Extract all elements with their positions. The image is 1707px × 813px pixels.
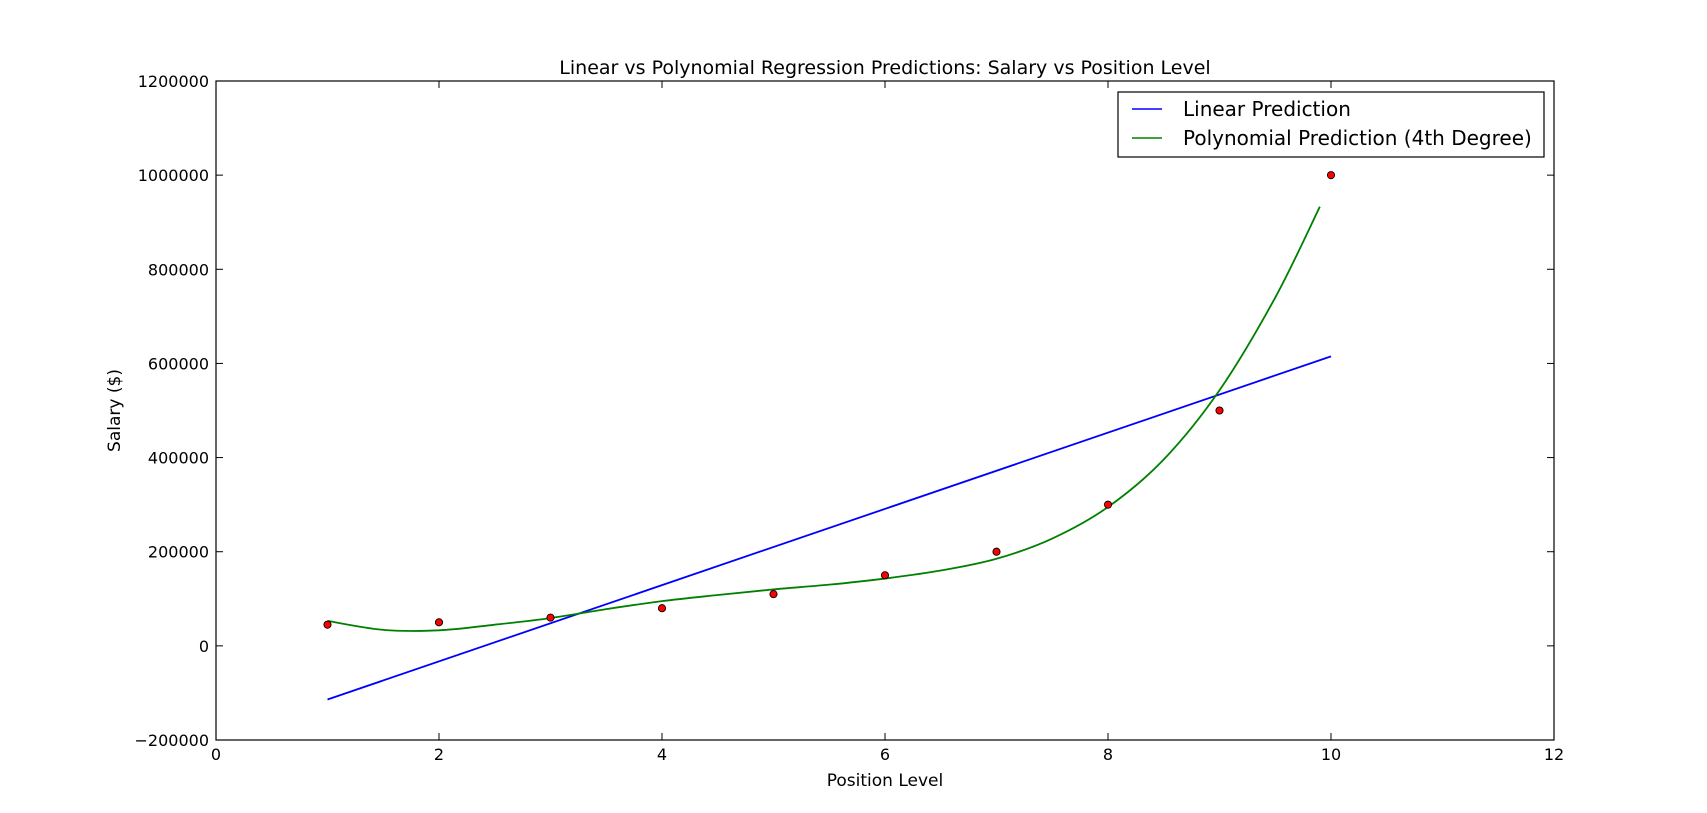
x-tick-label: 4 [657,745,667,764]
x-tick-label: 10 [1321,745,1341,764]
x-tick-label: 6 [880,745,890,764]
y-tick-label: 1000000 [138,166,209,185]
y-axis-label: Salary ($) [105,369,125,452]
data-point [546,613,555,622]
legend-label: Linear Prediction [1183,97,1351,121]
legend: Linear Prediction Polynomial Prediction (… [1117,91,1545,158]
data-point [1326,171,1336,180]
y-tick-label: 600000 [148,354,209,373]
x-tick-label: 8 [1103,745,1113,764]
y-tick-label: 200000 [148,543,209,562]
y-tick-label: 400000 [148,449,209,468]
plot-marks [323,171,1336,701]
y-tick-label: −200000 [135,731,209,750]
data-point [323,620,332,629]
data-point [1103,500,1113,509]
data-point [769,590,778,599]
chart-title: Linear vs Polynomial Regression Predicti… [559,57,1210,79]
series-line-polynomial [327,206,1321,632]
data-point [1215,406,1224,415]
data-point [434,618,444,627]
axis-ticks: 0 2 4 6 8 10 12−200000020000040000060000080000… [135,72,1565,764]
y-tick-label: 0 [199,637,209,656]
legend-label: Polynomial Prediction (4th Degree) [1183,126,1532,150]
data-point [880,571,890,580]
y-tick-label: 800000 [148,260,209,279]
x-tick-label: 12 [1544,745,1564,764]
data-point [657,604,667,613]
x-tick-label: 0 [211,745,221,764]
legend-box [1117,91,1545,158]
data-point [992,547,1001,556]
x-axis-label: Position Level [827,771,943,791]
y-tick-label: 1200000 [138,72,209,91]
series-line-linear [327,355,1332,701]
plot-area-frame [215,80,1555,741]
x-tick-label: 2 [434,745,444,764]
